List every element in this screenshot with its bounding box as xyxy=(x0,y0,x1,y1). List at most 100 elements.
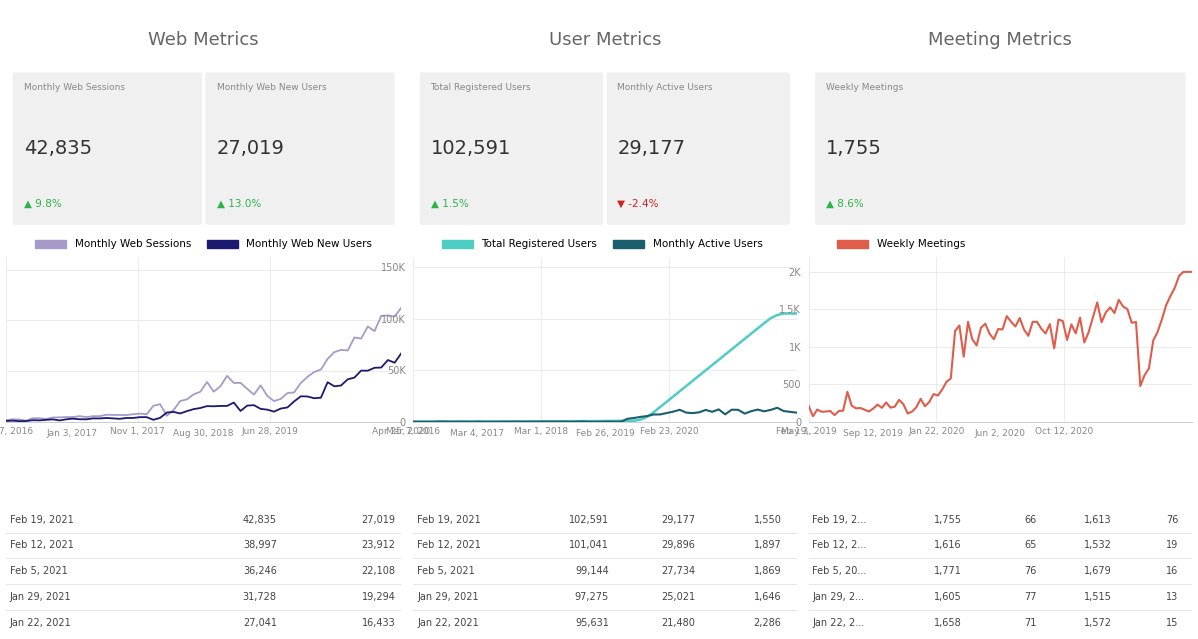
Text: 29,177: 29,177 xyxy=(661,514,695,525)
Text: 16,433: 16,433 xyxy=(362,618,395,628)
Text: Weekly Meetings: Weekly Meetings xyxy=(825,83,903,93)
Text: 15: 15 xyxy=(1166,618,1179,628)
Text: ▲ 9.8%: ▲ 9.8% xyxy=(24,199,61,209)
Text: 25,021: 25,021 xyxy=(661,592,695,602)
Text: Date ▾: Date ▾ xyxy=(417,473,449,482)
Text: Feb 19, 2...: Feb 19, 2... xyxy=(812,514,866,525)
Text: Monthly
Web
Sessions: Monthly Web Sessions xyxy=(201,463,246,493)
Text: 71: 71 xyxy=(1024,618,1036,628)
Text: Monthly Web
New Users: Monthly Web New Users xyxy=(309,468,375,488)
Text: Web Metrics: Web Metrics xyxy=(149,31,259,49)
Text: Jan 22, 2021: Jan 22, 2021 xyxy=(417,618,479,628)
Text: Date ▾: Date ▾ xyxy=(812,473,845,482)
Text: Jan 29, 2...: Jan 29, 2... xyxy=(812,592,865,602)
Text: 1,755: 1,755 xyxy=(934,514,962,525)
Text: 19,294: 19,294 xyxy=(362,592,395,602)
Text: 1,572: 1,572 xyxy=(1083,618,1112,628)
Legend: Monthly Web Sessions, Monthly Web New Users: Monthly Web Sessions, Monthly Web New Us… xyxy=(31,235,376,254)
Text: 1,869: 1,869 xyxy=(754,566,781,576)
Text: Weekly
Check-In
Meetings: Weekly Check-In Meetings xyxy=(981,463,1029,493)
Text: 76: 76 xyxy=(1166,514,1179,525)
Text: 66: 66 xyxy=(1024,514,1036,525)
Text: 1,605: 1,605 xyxy=(934,592,962,602)
Text: Feb 19, 2021: Feb 19, 2021 xyxy=(10,514,74,525)
Text: 1,616: 1,616 xyxy=(934,541,962,550)
Text: Feb 19, 2021: Feb 19, 2021 xyxy=(417,514,480,525)
Text: 1,515: 1,515 xyxy=(1084,592,1112,602)
Text: Jan 29, 2021: Jan 29, 2021 xyxy=(417,592,479,602)
FancyBboxPatch shape xyxy=(13,72,202,225)
Text: Date ▾: Date ▾ xyxy=(10,473,42,482)
Text: 99,144: 99,144 xyxy=(575,566,609,576)
Text: 29,177: 29,177 xyxy=(617,139,685,158)
Text: 102,591: 102,591 xyxy=(569,514,609,525)
Text: Jan 3, 2017: Jan 3, 2017 xyxy=(47,429,97,438)
Text: 27,041: 27,041 xyxy=(243,618,277,628)
Text: 21,480: 21,480 xyxy=(661,618,695,628)
Text: Total
Registered
Users: Total Registered Users xyxy=(544,463,599,493)
Text: 16: 16 xyxy=(1167,566,1179,576)
Text: ▲ 13.0%: ▲ 13.0% xyxy=(217,199,261,209)
Text: Feb 12, 2021: Feb 12, 2021 xyxy=(417,541,482,550)
Text: Weekly
Retro
Meetings: Weekly Retro Meetings xyxy=(1057,463,1103,493)
FancyBboxPatch shape xyxy=(205,72,394,225)
Text: Feb 12, 2021: Feb 12, 2021 xyxy=(10,541,74,550)
Text: 27,019: 27,019 xyxy=(217,139,284,158)
Text: Monthly Active Users: Monthly Active Users xyxy=(617,83,713,93)
Text: 13: 13 xyxy=(1167,592,1179,602)
Text: Jan 22, 2021: Jan 22, 2021 xyxy=(10,618,72,628)
Text: Monthly Web Sessions: Monthly Web Sessions xyxy=(24,83,125,93)
Text: 97,275: 97,275 xyxy=(575,592,609,602)
Text: 42,835: 42,835 xyxy=(243,514,277,525)
Text: 1,658: 1,658 xyxy=(934,618,962,628)
Text: ▲ 8.6%: ▲ 8.6% xyxy=(825,199,864,209)
Text: ▼ -2.4%: ▼ -2.4% xyxy=(617,199,659,209)
Text: 31,728: 31,728 xyxy=(243,592,277,602)
Text: Meeting Metrics: Meeting Metrics xyxy=(928,31,1072,49)
Text: Feb 5, 20...: Feb 5, 20... xyxy=(812,566,867,576)
FancyBboxPatch shape xyxy=(419,72,604,225)
Text: 76: 76 xyxy=(1024,566,1036,576)
Text: 65: 65 xyxy=(1024,541,1036,550)
Text: Feb 12, 2...: Feb 12, 2... xyxy=(812,541,867,550)
Text: 1,679: 1,679 xyxy=(1084,566,1112,576)
Text: 36,246: 36,246 xyxy=(243,566,277,576)
Text: 102,591: 102,591 xyxy=(430,139,510,158)
Text: 1,897: 1,897 xyxy=(754,541,781,550)
Text: 1,550: 1,550 xyxy=(754,514,781,525)
Text: 23,912: 23,912 xyxy=(362,541,395,550)
Text: Weekly New
Signups: Weekly New Signups xyxy=(713,468,775,488)
Text: Monthly
Active Users: Monthly Active Users xyxy=(625,468,690,488)
Text: 1,646: 1,646 xyxy=(754,592,781,602)
FancyBboxPatch shape xyxy=(606,72,791,225)
Text: Feb 5, 2021: Feb 5, 2021 xyxy=(10,566,68,576)
Text: 95,631: 95,631 xyxy=(575,618,609,628)
Text: 1,613: 1,613 xyxy=(1084,514,1112,525)
Text: 42,835: 42,835 xyxy=(24,139,92,158)
Text: Aug 30, 2018: Aug 30, 2018 xyxy=(174,429,234,438)
Text: 19: 19 xyxy=(1167,541,1179,550)
Text: User Metrics: User Metrics xyxy=(549,31,661,49)
Text: Jun 2, 2020: Jun 2, 2020 xyxy=(975,429,1025,438)
Text: Weekly
Poker
Meetings: Weekly Poker Meetings xyxy=(1127,463,1174,493)
Text: 29,896: 29,896 xyxy=(661,541,695,550)
Text: 101,041: 101,041 xyxy=(569,541,609,550)
Text: 1,771: 1,771 xyxy=(934,566,962,576)
Text: Feb 5, 2021: Feb 5, 2021 xyxy=(417,566,474,576)
Text: 27,019: 27,019 xyxy=(362,514,395,525)
Text: 77: 77 xyxy=(1024,592,1036,602)
Text: 22,108: 22,108 xyxy=(362,566,395,576)
Legend: Total Registered Users, Monthly Active Users: Total Registered Users, Monthly Active U… xyxy=(437,235,767,254)
Legend: Weekly Meetings: Weekly Meetings xyxy=(833,235,969,254)
Text: ▲ 1.5%: ▲ 1.5% xyxy=(430,199,468,209)
Text: 2,286: 2,286 xyxy=(754,618,781,628)
Text: 38,997: 38,997 xyxy=(243,541,277,550)
Text: Weekly
Meetings: Weekly Meetings xyxy=(910,468,957,488)
FancyBboxPatch shape xyxy=(815,72,1186,225)
Text: Feb 26, 2019: Feb 26, 2019 xyxy=(575,429,635,438)
Text: 1,755: 1,755 xyxy=(825,139,882,158)
Text: 1,532: 1,532 xyxy=(1084,541,1112,550)
Text: Jan 22, 2...: Jan 22, 2... xyxy=(812,618,865,628)
Text: Jan 29, 2021: Jan 29, 2021 xyxy=(10,592,72,602)
Text: Monthly Web New Users: Monthly Web New Users xyxy=(217,83,326,93)
